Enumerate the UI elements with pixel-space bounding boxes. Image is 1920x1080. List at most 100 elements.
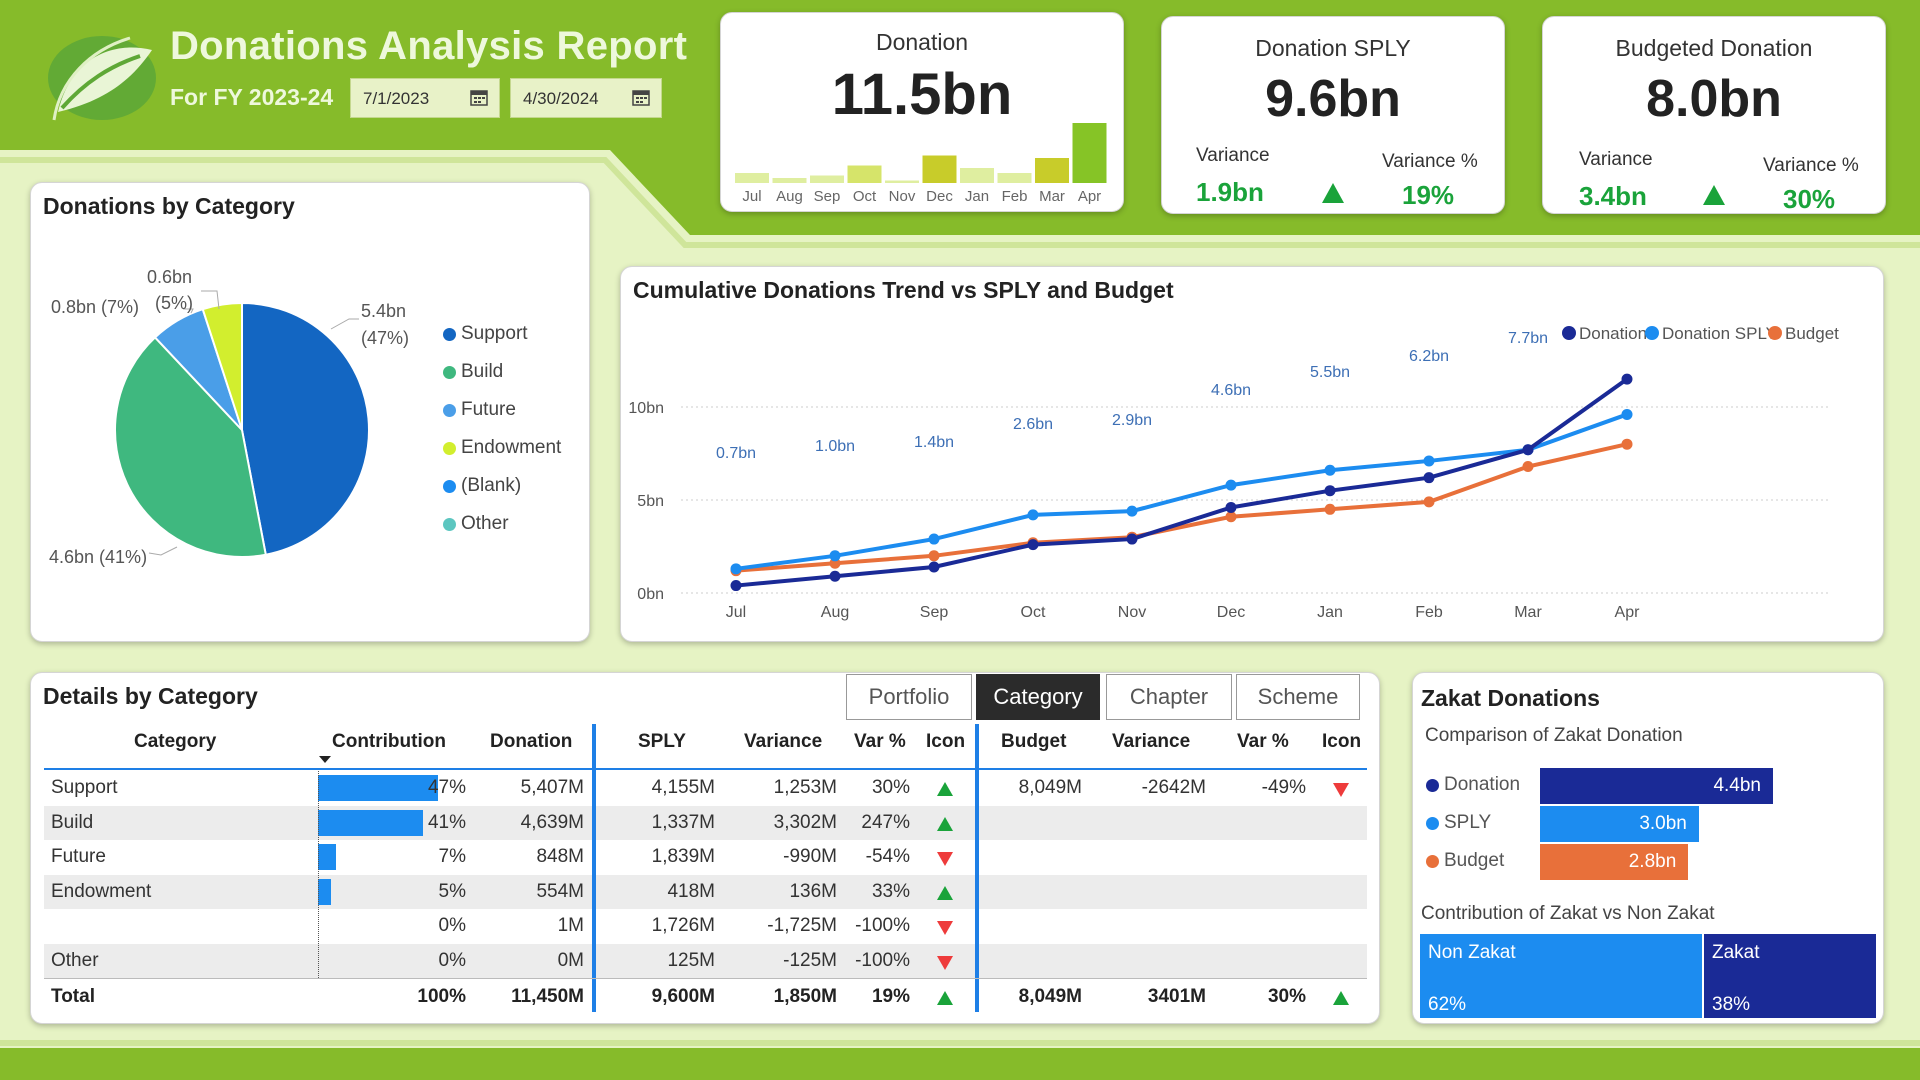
data-label: 2.6bn bbox=[1013, 416, 1053, 433]
zakat-legend-sply: SPLY bbox=[1426, 812, 1491, 834]
column-header: SPLY bbox=[638, 731, 686, 752]
series-point bbox=[928, 533, 940, 545]
data-label: 6.2bn bbox=[1409, 348, 1449, 365]
calendar-icon[interactable] bbox=[631, 87, 651, 107]
variance-label: Variance bbox=[1196, 145, 1270, 166]
data-label: 7.7bn bbox=[1508, 330, 1548, 347]
legend-label: Future bbox=[461, 399, 516, 420]
mini-bar-month-label: Jul bbox=[742, 188, 761, 205]
zakat-block-pct: 38% bbox=[1712, 994, 1751, 1015]
bvariance-cell: -2642M bbox=[1141, 777, 1206, 798]
legend-dot bbox=[443, 403, 456, 417]
category-pie-chart[interactable] bbox=[31, 183, 591, 643]
tab-portfolio[interactable]: Portfolio bbox=[846, 674, 972, 720]
mini-bar bbox=[1035, 158, 1069, 183]
sply-cell: 418M bbox=[667, 880, 715, 902]
series-point bbox=[1126, 533, 1138, 545]
budget-cell: 8,049M bbox=[1018, 777, 1082, 798]
series-point bbox=[1027, 539, 1039, 551]
variance-pct-label: Variance % bbox=[1763, 155, 1859, 176]
donation-cell: 848M bbox=[536, 846, 584, 867]
legend-build[interactable]: Build bbox=[443, 361, 503, 383]
non-zakat-block[interactable]: Non Zakat 62% bbox=[1420, 934, 1702, 1018]
series-point bbox=[1225, 479, 1237, 491]
total-bvariance: 3401M bbox=[1147, 986, 1206, 1007]
var_pct-cell: -100% bbox=[855, 949, 910, 971]
kpi-title: Donation SPLY bbox=[1255, 35, 1411, 61]
y-tick-label: 5bn bbox=[637, 493, 664, 510]
up-arrow-icon bbox=[937, 816, 953, 831]
tab-scheme[interactable]: Scheme bbox=[1236, 674, 1360, 720]
column-header: Donation bbox=[490, 731, 573, 752]
column-separator bbox=[592, 724, 596, 1012]
mini-bar-month-label: Nov bbox=[889, 188, 916, 205]
x-tick-label: Apr bbox=[1615, 604, 1641, 621]
series-line bbox=[735, 412, 1628, 571]
data-label: 4.6bn bbox=[1211, 382, 1251, 399]
total-var_pct: 19% bbox=[871, 986, 910, 1007]
report-title: Donations Analysis Report bbox=[170, 24, 688, 68]
legend-endowment[interactable]: Endowment bbox=[443, 437, 561, 459]
kpi-donation-card: Donation 11.5bn Jul Aug Sep Oct Nov Dec Jan Feb… bbox=[720, 12, 1124, 212]
kpi-value: 11.5bn bbox=[831, 62, 1013, 127]
column-header: Variance bbox=[1112, 731, 1191, 752]
cumulative-trend-chart[interactable]: 0bn 5bn 10bn Jul Aug Sep Oct Nov Dec Jan Feb Mar Apr… bbox=[621, 267, 1885, 643]
bvar_pct-cell: -49% bbox=[1261, 777, 1306, 798]
sply-cell: 4,155M bbox=[651, 777, 715, 798]
legend-other[interactable]: Other bbox=[443, 513, 509, 535]
pie-label-endowment-pct: (5%) bbox=[155, 293, 194, 313]
zakat-bar-sply[interactable]: 3.0bn bbox=[1540, 806, 1699, 842]
mini-bar bbox=[847, 165, 882, 183]
legend-dot bbox=[443, 365, 456, 379]
variance-pct-label: Variance % bbox=[1382, 151, 1478, 172]
legend-label: Donation SPLY bbox=[1662, 324, 1777, 343]
legend-support[interactable]: Support bbox=[443, 323, 528, 345]
zakat-bar-budget[interactable]: 2.8bn bbox=[1540, 844, 1689, 880]
donation-cell: 0M bbox=[557, 949, 584, 971]
up-arrow-icon bbox=[1322, 183, 1344, 203]
legend-dot bbox=[1645, 326, 1659, 340]
kpi-title: Budgeted Donation bbox=[1615, 35, 1813, 61]
x-tick-label: Dec bbox=[1217, 604, 1245, 621]
legend-label: Build bbox=[461, 361, 504, 382]
mini-bar-month-label: Oct bbox=[853, 188, 877, 205]
variance-cell: 136M bbox=[789, 880, 837, 902]
legend-blank[interactable]: (Blank) bbox=[443, 475, 521, 497]
tab-chapter[interactable]: Chapter bbox=[1106, 674, 1232, 720]
category-cell: Endowment bbox=[51, 880, 152, 902]
category-cell: Build bbox=[51, 811, 94, 833]
mini-bar-month-label: Aug bbox=[776, 188, 803, 205]
contribution-bar bbox=[318, 844, 336, 870]
start-date-picker[interactable]: 7/1/2023 bbox=[350, 78, 500, 118]
legend-dot bbox=[1426, 778, 1439, 792]
legend-dot bbox=[1562, 326, 1576, 340]
series-point bbox=[1027, 509, 1039, 521]
zakat-bar-donation[interactable]: 4.4bn bbox=[1540, 768, 1773, 804]
pie-leader-line bbox=[148, 546, 178, 556]
contribution-cell: 5% bbox=[438, 880, 466, 902]
monthly-mini-bar-chart: Jul Aug Sep Oct Nov Dec Jan Feb Mar Apr bbox=[735, 123, 1107, 205]
down-arrow-icon bbox=[937, 921, 953, 935]
contribution-cell: 47% bbox=[427, 777, 466, 798]
end-date-picker[interactable]: 4/30/2024 bbox=[510, 78, 662, 118]
total-contribution: 100% bbox=[417, 986, 466, 1007]
card-title: Details by Category bbox=[43, 683, 258, 709]
series-point bbox=[1324, 464, 1336, 476]
legend-dot bbox=[1768, 326, 1782, 340]
data-label: 2.9bn bbox=[1112, 412, 1152, 429]
down-arrow-icon bbox=[1333, 783, 1349, 797]
zakat-block[interactable]: Zakat 38% bbox=[1704, 934, 1876, 1018]
calendar-icon[interactable] bbox=[469, 87, 489, 107]
kpi-value: 9.6bn bbox=[1265, 70, 1401, 128]
zakat-comparison-title: Comparison of Zakat Donation bbox=[1425, 725, 1683, 746]
legend-future[interactable]: Future bbox=[443, 399, 516, 421]
var_pct-cell: 30% bbox=[871, 777, 910, 798]
mini-bar-month-label: Mar bbox=[1039, 188, 1065, 205]
tab-category[interactable]: Category bbox=[976, 674, 1100, 720]
category-cell: Other bbox=[51, 949, 99, 971]
pie-slice-support bbox=[241, 301, 370, 556]
column-header: Var % bbox=[854, 731, 906, 752]
legend-dot bbox=[1426, 816, 1439, 830]
table-row-stripe bbox=[44, 805, 1367, 840]
mini-bar bbox=[922, 155, 957, 183]
